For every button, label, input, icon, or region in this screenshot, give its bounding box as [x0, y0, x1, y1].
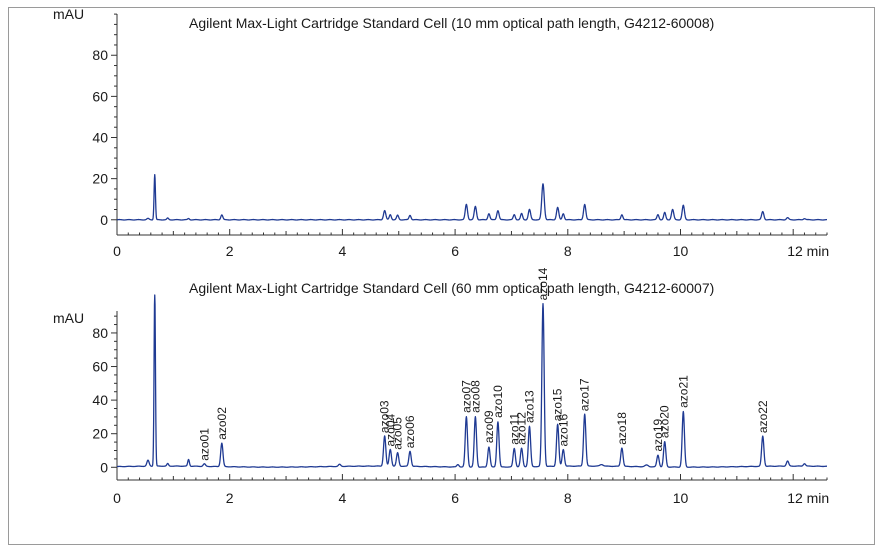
peak-label: azo17 [578, 378, 592, 411]
signal-trace [116, 294, 828, 468]
chromatogram-panel-1: Agilent Max-Light Cartridge Standard Cel… [53, 8, 829, 259]
y-tick-label: 0 [100, 459, 108, 475]
peak-label: azo09 [482, 410, 496, 443]
chromatogram-panel-2: Agilent Max-Light Cartridge Standard Cel… [53, 267, 829, 506]
x-tick-label: 10 [673, 490, 689, 506]
peak-label: azo05 [391, 417, 405, 450]
chart-title: Agilent Max-Light Cartridge Standard Cel… [189, 15, 714, 31]
y-tick-label: 20 [92, 426, 108, 442]
peak-label: azo18 [615, 412, 629, 445]
x-tick-label: 10 [673, 243, 689, 259]
peak-label: azo06 [403, 415, 417, 448]
peak-label: azo02 [215, 407, 229, 440]
peak-label: azo01 [197, 428, 211, 461]
peak-label: azo11 [507, 413, 521, 445]
peak-label: azo22 [756, 400, 770, 433]
y-tick-label: 0 [100, 212, 108, 228]
y-tick-label: 20 [92, 171, 108, 187]
x-tick-label: 8 [564, 490, 572, 506]
x-tick-label: 6 [451, 243, 459, 259]
peak-label: azo10 [491, 385, 505, 418]
peak-label: azo16 [556, 413, 570, 446]
peak-label: azo19 [651, 418, 665, 451]
peak-label: azo21 [676, 375, 690, 408]
y-tick-label: 60 [92, 88, 108, 104]
chromatogram-figure: Agilent Max-Light Cartridge Standard Cel… [8, 7, 875, 545]
x-tick-label: 0 [113, 243, 121, 259]
peak-label: azo12 [515, 412, 529, 445]
peak-label: azo07 [459, 380, 473, 413]
peak-label: azo04 [383, 413, 397, 446]
y-tick-label: 60 [92, 359, 108, 375]
x-tick-label: 2 [226, 490, 234, 506]
y-tick-label: 80 [92, 325, 108, 341]
peak-label: azo13 [523, 390, 537, 423]
x-tick-label: 6 [451, 490, 459, 506]
x-tick-label: 4 [338, 490, 346, 506]
peak-label: azo08 [468, 380, 482, 413]
peak-label: azo15 [551, 388, 565, 421]
y-axis-label: mAU [53, 310, 84, 326]
chart-title: Agilent Max-Light Cartridge Standard Cel… [189, 280, 714, 296]
x-tick-label: 0 [113, 490, 121, 506]
peak-label: azo03 [378, 400, 392, 433]
y-tick-label: 40 [92, 130, 108, 146]
y-tick-label: 80 [92, 47, 108, 63]
x-tick-label: 8 [564, 243, 572, 259]
peak-label: azo14 [536, 267, 550, 300]
x-tick-label: 4 [338, 243, 346, 259]
x-tick-label: 2 [226, 243, 234, 259]
x-tick-label: 12 min [787, 243, 829, 259]
x-tick-label: 12 min [787, 490, 829, 506]
y-axis-label: mAU [53, 8, 84, 22]
y-tick-label: 40 [92, 392, 108, 408]
peak-label: azo20 [658, 405, 672, 438]
signal-trace [116, 173, 828, 221]
chart-svg: Agilent Max-Light Cartridge Standard Cel… [53, 8, 829, 506]
